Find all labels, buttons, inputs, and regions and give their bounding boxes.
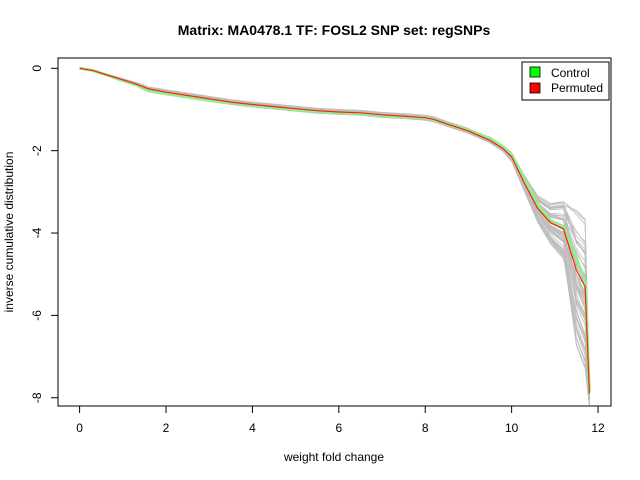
permutation-line [79,67,590,393]
legend-label-permuted: Permuted [551,81,603,95]
y-tick-label: -8 [30,392,44,403]
x-tick-label: 10 [505,421,519,435]
series-lines-group [79,66,591,394]
y-tick-label: -2 [30,145,44,156]
x-tick-label: 12 [591,421,605,435]
y-axis-label: inverse cumulative distribution [2,152,16,313]
y-tick-label: -4 [30,227,44,238]
series-line-permuted [79,67,590,394]
x-axis: 0 2 4 6 8 10 12 [76,405,605,435]
series-line-control [79,66,591,392]
chart-title: Matrix: MA0478.1 TF: FOSL2 SNP set: regS… [178,22,491,38]
legend-label-control: Control [551,66,590,80]
x-tick-label: 6 [335,421,342,435]
y-axis: 0 -2 -4 -6 -8 [30,65,59,403]
y-tick-label: -6 [30,310,44,321]
x-tick-label: 2 [163,421,170,435]
x-axis-label: weight fold change [283,450,384,464]
x-tick-label: 0 [76,421,83,435]
x-tick-label: 8 [422,421,429,435]
legend: Control Permuted [521,61,610,101]
legend-swatch-permuted [529,82,541,94]
x-tick-label: 4 [249,421,256,435]
y-tick-label: 0 [30,65,44,72]
legend-swatch-control [529,66,541,78]
